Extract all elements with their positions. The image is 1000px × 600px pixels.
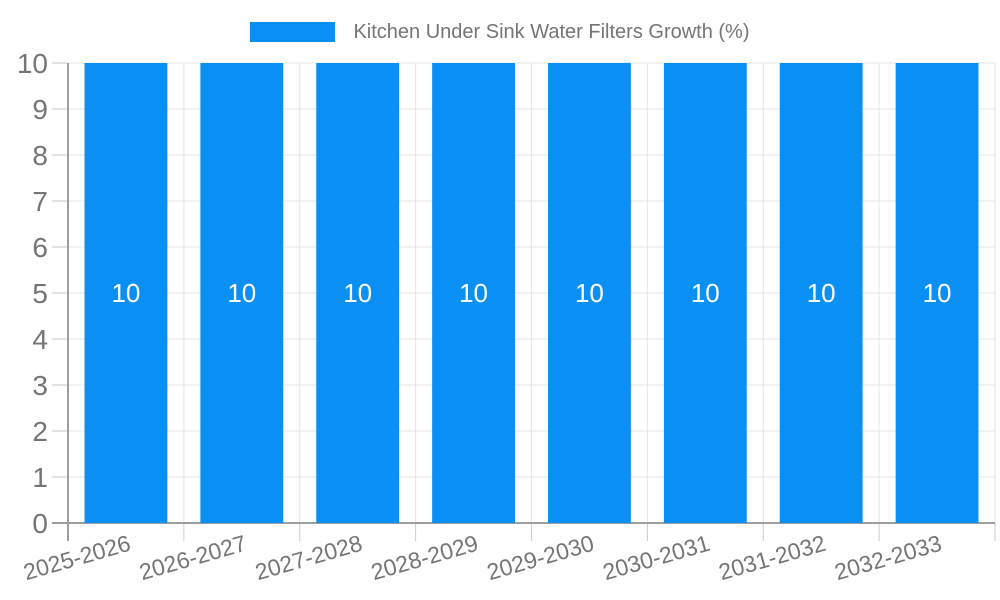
bar bbox=[895, 63, 979, 523]
bar-value-label: 10 bbox=[923, 278, 952, 308]
x-tick-label: 2026-2027 bbox=[136, 530, 249, 585]
bar bbox=[548, 63, 631, 523]
bar-value-label: 10 bbox=[459, 278, 488, 308]
x-tick-label: 2029-2030 bbox=[484, 530, 597, 585]
bar-value-label: 10 bbox=[343, 278, 372, 308]
x-tick-label: 2032-2033 bbox=[832, 530, 945, 585]
y-tick-label: 4 bbox=[32, 324, 48, 355]
y-tick-label: 8 bbox=[32, 140, 48, 171]
y-tick-label: 5 bbox=[32, 278, 48, 309]
y-tick-label: 9 bbox=[32, 94, 48, 125]
y-tick-label: 2 bbox=[32, 416, 48, 447]
bar-value-label: 10 bbox=[691, 278, 720, 308]
y-tick-label: 10 bbox=[17, 48, 48, 79]
bar-value-label: 10 bbox=[111, 278, 140, 308]
bar bbox=[84, 63, 168, 523]
bar bbox=[663, 63, 747, 523]
bar-value-label: 10 bbox=[227, 278, 256, 308]
bar bbox=[779, 63, 863, 523]
legend: Kitchen Under Sink Water Filters Growth … bbox=[0, 14, 1000, 50]
bar-value-label: 10 bbox=[807, 278, 836, 308]
x-tick-label: 2027-2028 bbox=[252, 530, 365, 585]
x-tick-label: 2028-2029 bbox=[368, 530, 481, 585]
legend-label: Kitchen Under Sink Water Filters Growth … bbox=[353, 21, 750, 43]
y-tick-label: 0 bbox=[32, 508, 48, 539]
legend-swatch bbox=[250, 22, 336, 42]
y-tick-label: 3 bbox=[32, 370, 48, 401]
bar bbox=[432, 63, 515, 523]
y-tick-label: 6 bbox=[32, 232, 48, 263]
bar bbox=[316, 63, 400, 523]
bar-value-label: 10 bbox=[575, 278, 604, 308]
x-tick-label: 2030-2031 bbox=[600, 530, 713, 585]
x-tick-label: 2031-2032 bbox=[716, 530, 829, 585]
bar bbox=[200, 63, 284, 523]
y-tick-label: 7 bbox=[32, 186, 48, 217]
y-tick-label: 1 bbox=[32, 462, 48, 493]
